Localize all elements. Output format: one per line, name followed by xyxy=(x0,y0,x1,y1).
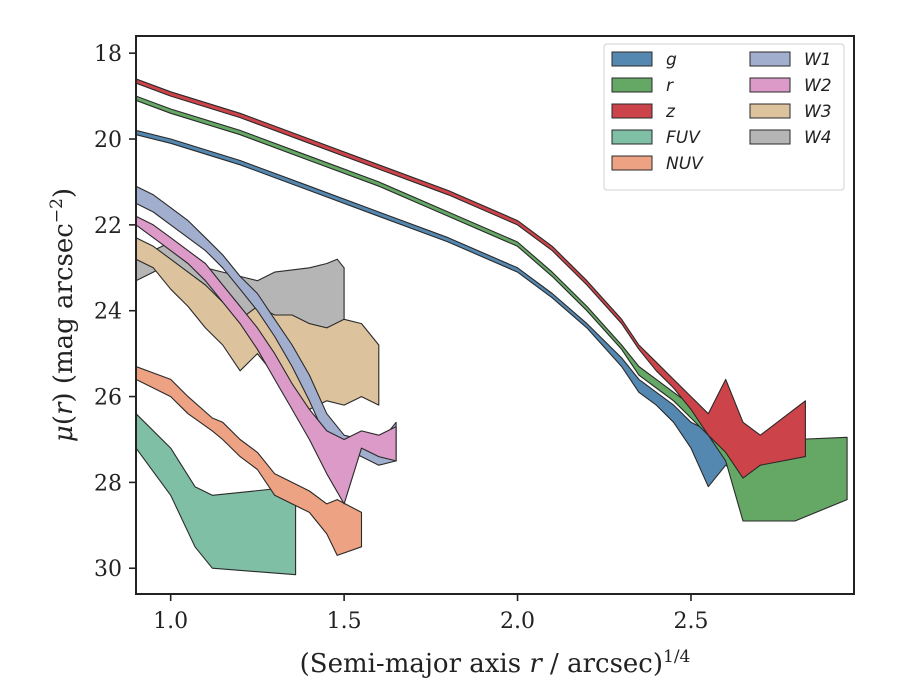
x-axis: 1.0 1.5 2.0 2.5 xyxy=(153,594,708,634)
legend-label-w1: W1 xyxy=(804,50,832,70)
band-w2 xyxy=(136,215,397,505)
legend: grz FUV NUV W1 W2 W3 W4 xyxy=(603,43,845,191)
legend-swatch-w2 xyxy=(749,77,791,93)
x-tick-label: 2.0 xyxy=(500,609,535,634)
legend-label-fuv: FUV xyxy=(666,128,701,148)
y-tick-label: 22 xyxy=(94,214,122,239)
band-r xyxy=(136,95,848,522)
legend-label-nuv: NUV xyxy=(666,154,704,174)
legend-label-g: g xyxy=(666,50,677,70)
y-tick-label: 30 xyxy=(94,557,122,582)
legend-swatch-r xyxy=(611,77,653,93)
x-tick-label: 2.5 xyxy=(673,609,708,634)
series-bands xyxy=(136,78,848,576)
legend-swatch-nuv xyxy=(611,155,653,171)
x-axis-label: (Semi-major axis r / arcsec)1/4 xyxy=(300,647,691,679)
y-tick-label: 20 xyxy=(94,128,122,153)
legend-label-z: z xyxy=(665,102,676,122)
x-tick-label: 1.0 xyxy=(153,609,188,634)
legend-swatch-g xyxy=(611,51,653,67)
band-fuv xyxy=(136,413,297,576)
legend-swatch-w4 xyxy=(749,129,791,145)
band-nuv xyxy=(136,365,363,556)
y-axis-label: μ(r) (mag arcsec−2) xyxy=(47,188,79,442)
band-z xyxy=(136,78,806,479)
y-tick-label: 24 xyxy=(94,300,122,325)
legend-label-w3: W3 xyxy=(804,102,832,122)
y-tick-label: 28 xyxy=(94,471,122,496)
legend-swatch-z xyxy=(611,103,653,119)
y-tick-label: 18 xyxy=(94,42,122,67)
x-tick-label: 1.5 xyxy=(327,609,362,634)
y-tick-label: 26 xyxy=(94,386,122,411)
legend-label-w4: W4 xyxy=(804,128,832,148)
legend-label-w2: W2 xyxy=(804,76,832,96)
legend-swatch-w3 xyxy=(749,103,791,119)
legend-label-r: r xyxy=(666,76,674,96)
legend-swatch-fuv xyxy=(611,129,653,145)
legend-swatch-w1 xyxy=(749,51,791,67)
y-axis: 18 20 22 24 26 28 30 xyxy=(94,42,136,582)
plot-frame xyxy=(135,35,855,595)
